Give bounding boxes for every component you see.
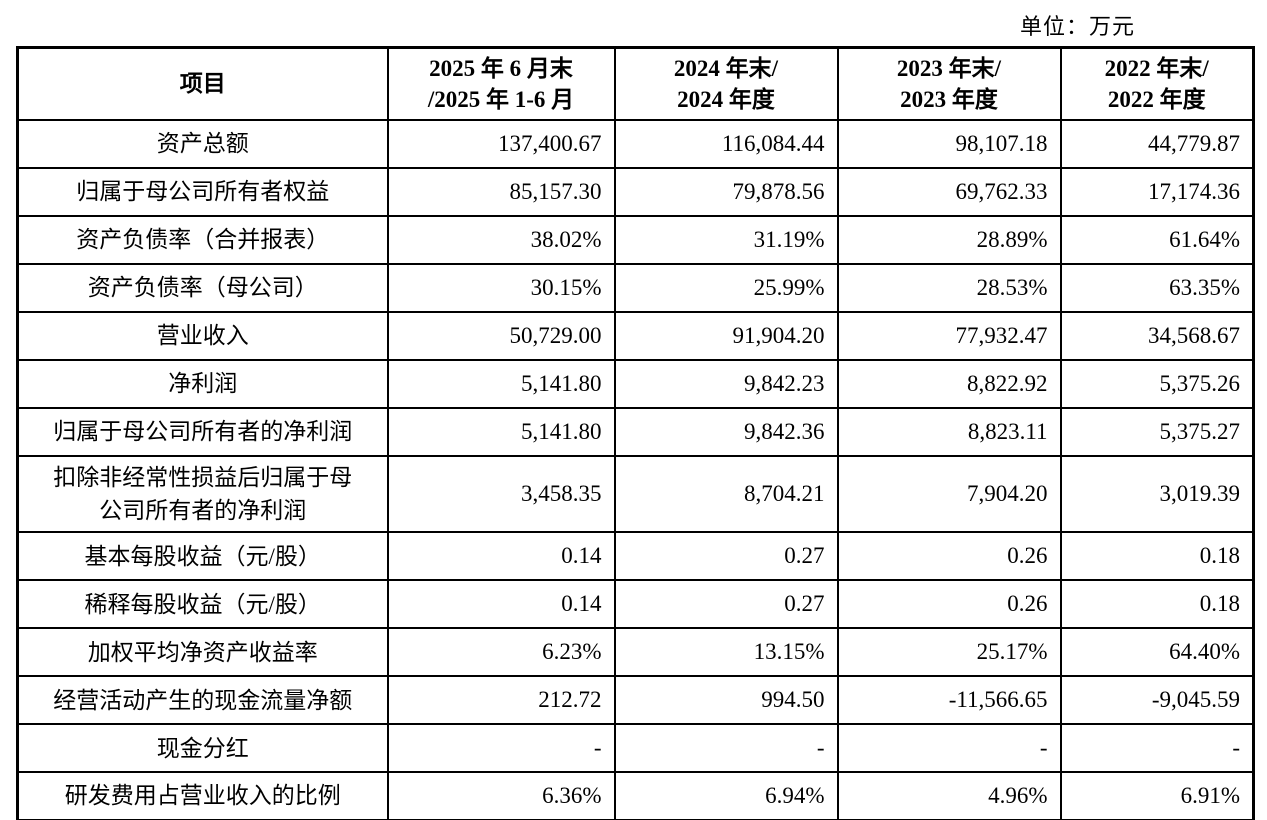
row-value: 0.26 <box>836 531 1062 582</box>
row-value: - <box>836 723 1062 774</box>
row-value: 116,084.44 <box>613 118 839 169</box>
row-label: 加权平均净资产收益率 <box>16 627 389 678</box>
row-value: 64.40% <box>1059 627 1255 678</box>
row-value: 0.14 <box>386 579 616 630</box>
table-row: 稀释每股收益（元/股） 0.14 0.27 0.26 0.18 <box>16 579 1255 630</box>
row-value: 8,823.11 <box>836 406 1062 457</box>
row-value: 4.96% <box>836 771 1062 820</box>
row-value: - <box>613 723 839 774</box>
row-value: 7,904.20 <box>836 454 1062 534</box>
row-value: 9,842.36 <box>613 406 839 457</box>
row-label: 资产负债率（母公司） <box>16 262 389 313</box>
table-row: 研发费用占营业收入的比例 6.36% 6.94% 4.96% 6.91% <box>16 771 1255 820</box>
table-row: 资产负债率（合并报表） 38.02% 31.19% 28.89% 61.64% <box>16 214 1255 265</box>
table-row: 加权平均净资产收益率 6.23% 13.15% 25.17% 64.40% <box>16 627 1255 678</box>
table-body: 资产总额 137,400.67 116,084.44 98,107.18 44,779.… <box>16 118 1255 820</box>
row-value: 44,779.87 <box>1059 118 1255 169</box>
row-value: 0.27 <box>613 579 839 630</box>
table-row: 现金分红 - - - - <box>16 723 1255 774</box>
row-value: 3,019.39 <box>1059 454 1255 534</box>
row-value: 98,107.18 <box>836 118 1062 169</box>
table-row: 基本每股收益（元/股） 0.14 0.27 0.26 0.18 <box>16 531 1255 582</box>
row-value: 212.72 <box>386 675 616 726</box>
row-label: 现金分红 <box>16 723 389 774</box>
row-value: 31.19% <box>613 214 839 265</box>
row-value: 30.15% <box>386 262 616 313</box>
row-value: 8,704.21 <box>613 454 839 534</box>
table-row: 归属于母公司所有者权益 85,157.30 79,878.56 69,762.33 17… <box>16 166 1255 217</box>
table-row: 营业收入 50,729.00 91,904.20 77,932.47 34,568.67 <box>16 310 1255 361</box>
row-value: 0.18 <box>1059 531 1255 582</box>
row-value: 9,842.23 <box>613 358 839 409</box>
row-value: 5,375.27 <box>1059 406 1255 457</box>
unit-label: 单位：万元 <box>1019 14 1135 39</box>
table-row: 资产负债率（母公司） 30.15% 25.99% 28.53% 63.35% <box>16 262 1255 313</box>
table-row: 归属于母公司所有者的净利润 5,141.80 9,842.36 8,823.11 5,3… <box>16 406 1255 457</box>
row-value: 63.35% <box>1059 262 1255 313</box>
row-value: 13.15% <box>613 627 839 678</box>
row-label: 稀释每股收益（元/股） <box>16 579 389 630</box>
row-value: 77,932.47 <box>836 310 1062 361</box>
row-value: 0.18 <box>1059 579 1255 630</box>
header-period-2024: 2024 年末/ 2024 年度 <box>613 46 839 121</box>
row-value: 61.64% <box>1059 214 1255 265</box>
row-value: 25.99% <box>613 262 839 313</box>
row-label: 基本每股收益（元/股） <box>16 531 389 582</box>
row-value: 38.02% <box>386 214 616 265</box>
table-row: 资产总额 137,400.67 116,084.44 98,107.18 44,779.… <box>16 118 1255 169</box>
row-value: 79,878.56 <box>613 166 839 217</box>
row-label: 归属于母公司所有者权益 <box>16 166 389 217</box>
row-value: 137,400.67 <box>386 118 616 169</box>
row-label: 研发费用占营业收入的比例 <box>16 771 389 820</box>
row-label: 资产总额 <box>16 118 389 169</box>
table-row: 净利润 5,141.80 9,842.23 8,822.92 5,375.26 <box>16 358 1255 409</box>
row-label: 净利润 <box>16 358 389 409</box>
row-label: 营业收入 <box>16 310 389 361</box>
table-row: 扣除非经常性损益后归属于母公司所有者的净利润 3,458.35 8,704.21 7,… <box>16 454 1255 534</box>
row-value: 85,157.30 <box>386 166 616 217</box>
row-label: 归属于母公司所有者的净利润 <box>16 406 389 457</box>
row-value: 6.91% <box>1059 771 1255 820</box>
row-value: -9,045.59 <box>1059 675 1255 726</box>
row-value: 50,729.00 <box>386 310 616 361</box>
header-period-2023: 2023 年末/ 2023 年度 <box>836 46 1062 121</box>
row-value: 8,822.92 <box>836 358 1062 409</box>
row-value: -11,566.65 <box>836 675 1062 726</box>
header-period-2022: 2022 年末/ 2022 年度 <box>1059 46 1255 121</box>
row-value: 0.26 <box>836 579 1062 630</box>
row-value: - <box>386 723 616 774</box>
row-value: 3,458.35 <box>386 454 616 534</box>
row-label: 经营活动产生的现金流量净额 <box>16 675 389 726</box>
row-value: 17,174.36 <box>1059 166 1255 217</box>
row-value: 6.23% <box>386 627 616 678</box>
table-row: 经营活动产生的现金流量净额 212.72 994.50 -11,566.65 -9,04… <box>16 675 1255 726</box>
row-label: 资产负债率（合并报表） <box>16 214 389 265</box>
row-value: 6.36% <box>386 771 616 820</box>
row-value: 69,762.33 <box>836 166 1062 217</box>
row-value: 28.89% <box>836 214 1062 265</box>
header-item: 项目 <box>16 46 389 121</box>
row-value: 91,904.20 <box>613 310 839 361</box>
row-value: 34,568.67 <box>1059 310 1255 361</box>
financial-summary-table: 项目 2025 年 6 月末 /2025 年 1-6 月 2024 年末/ 20… <box>16 46 1255 820</box>
row-value: 994.50 <box>613 675 839 726</box>
row-value: 0.27 <box>613 531 839 582</box>
row-value: 28.53% <box>836 262 1062 313</box>
row-value: 0.14 <box>386 531 616 582</box>
header-period-2025: 2025 年 6 月末 /2025 年 1-6 月 <box>386 46 616 121</box>
row-value: 25.17% <box>836 627 1062 678</box>
row-value: 5,375.26 <box>1059 358 1255 409</box>
row-value: 6.94% <box>613 771 839 820</box>
header-row: 项目 2025 年 6 月末 /2025 年 1-6 月 2024 年末/ 20… <box>16 46 1255 121</box>
row-value: - <box>1059 723 1255 774</box>
row-value: 5,141.80 <box>386 358 616 409</box>
row-value: 5,141.80 <box>386 406 616 457</box>
row-label: 扣除非经常性损益后归属于母公司所有者的净利润 <box>16 454 389 534</box>
